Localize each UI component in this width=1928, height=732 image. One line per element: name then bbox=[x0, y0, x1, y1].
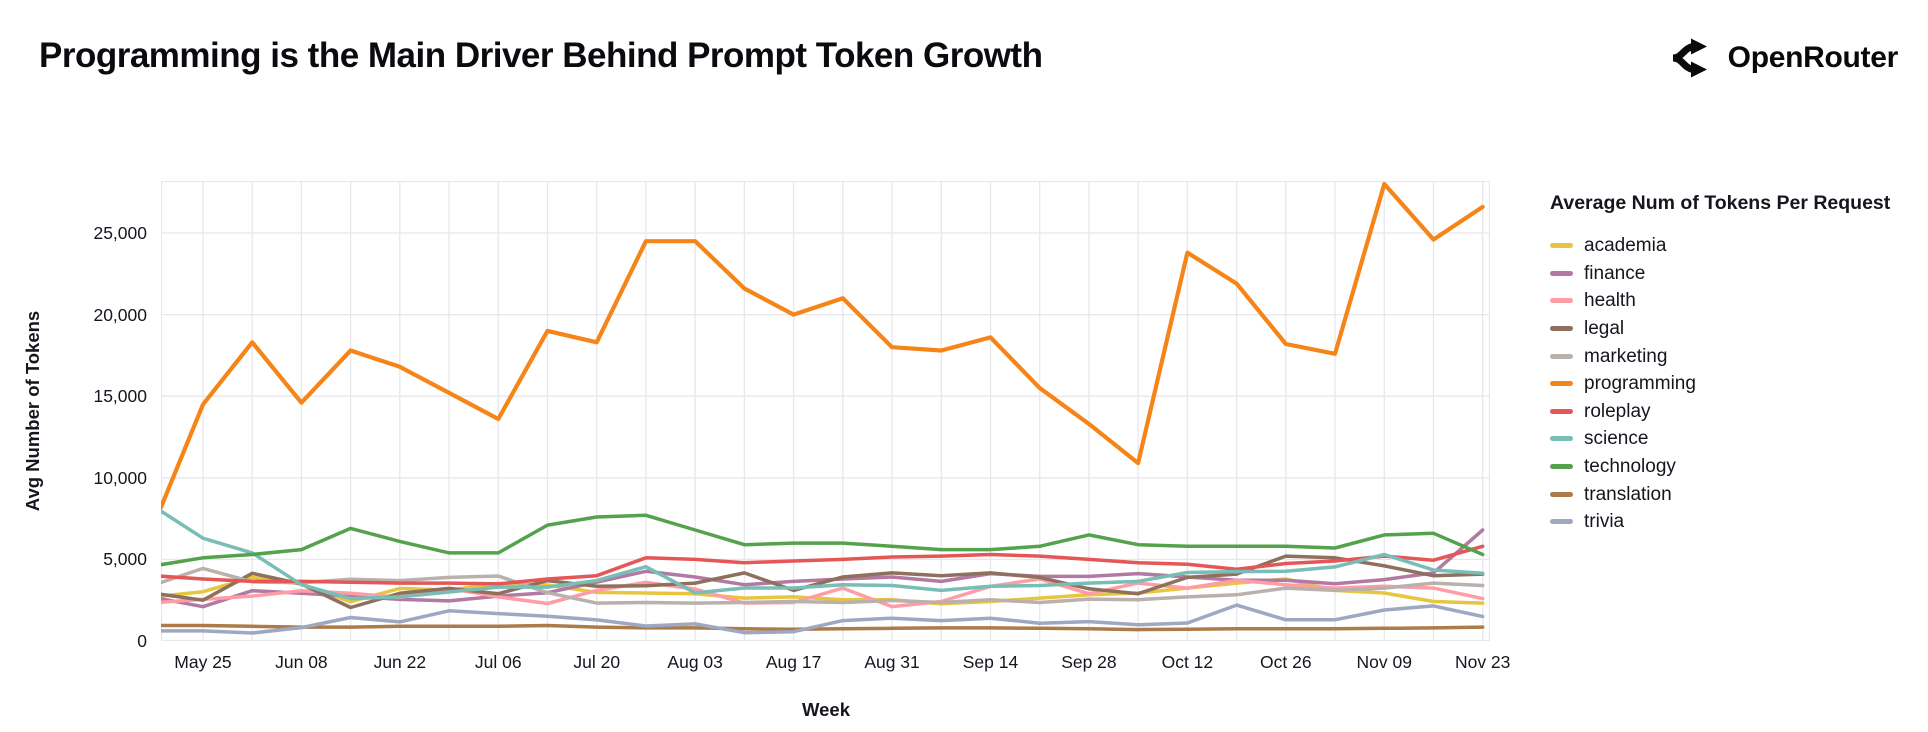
legend-item-programming: programming bbox=[1550, 370, 1920, 398]
x-axis-tick-label: Oct 26 bbox=[1260, 652, 1312, 672]
legend-swatch-icon bbox=[1550, 408, 1573, 414]
plot-canvas bbox=[161, 181, 1490, 641]
legend-swatch-icon bbox=[1550, 353, 1573, 359]
x-axis-tick-label: Jun 08 bbox=[275, 652, 328, 672]
legend-item-translation: translation bbox=[1550, 480, 1920, 508]
legend-label: roleplay bbox=[1584, 400, 1651, 422]
brand-logo: OpenRouter bbox=[1669, 33, 1898, 83]
x-axis-tick-label: Nov 23 bbox=[1454, 652, 1511, 672]
series-line-marketing bbox=[161, 566, 1485, 605]
y-axis-tick-label: 5,000 bbox=[103, 549, 147, 570]
series-line-programming bbox=[161, 181, 1485, 513]
x-axis-tick-label: Jun 22 bbox=[373, 652, 427, 672]
legend-swatch-icon bbox=[1550, 519, 1573, 525]
page-title: Programming is the Main Driver Behind Pr… bbox=[39, 36, 1043, 75]
x-axis-tick-label: Aug 17 bbox=[765, 652, 822, 672]
legend-swatch-icon bbox=[1550, 464, 1573, 470]
legend-item-marketing: marketing bbox=[1550, 342, 1920, 370]
x-axis-tick-label: May 25 bbox=[174, 652, 232, 672]
x-axis-tick-label: Jul 20 bbox=[573, 652, 621, 672]
series-line-roleplay bbox=[161, 544, 1485, 586]
legend-item-science: science bbox=[1550, 425, 1920, 453]
openrouter-logo-icon bbox=[1669, 35, 1715, 81]
series-line-technology bbox=[161, 513, 1485, 567]
legend-swatch-icon bbox=[1550, 243, 1573, 249]
legend-label: health bbox=[1584, 290, 1636, 312]
legend-swatch-icon bbox=[1550, 381, 1573, 387]
legend-item-health: health bbox=[1550, 287, 1920, 315]
y-axis-tick-label: 10,000 bbox=[93, 467, 147, 488]
series-line-health bbox=[161, 577, 1485, 609]
legend-item-academia: academia bbox=[1550, 232, 1920, 260]
brand-name: OpenRouter bbox=[1727, 41, 1899, 74]
chart-legend: Average Num of Tokens Per Request academ… bbox=[1550, 192, 1920, 536]
x-axis-tick-label: Aug 03 bbox=[667, 652, 723, 672]
legend-label: trivia bbox=[1584, 511, 1625, 533]
legend-item-trivia: trivia bbox=[1550, 508, 1920, 536]
x-axis-tick-label: Sep 14 bbox=[962, 652, 1019, 672]
series-line-science bbox=[161, 509, 1485, 601]
legend-items: academia finance health legal marketing progr… bbox=[1550, 232, 1920, 536]
y-axis-tick-label: 0 bbox=[137, 631, 147, 651]
legend-item-legal: legal bbox=[1550, 315, 1920, 343]
y-axis-title: Avg Number of Tokens bbox=[22, 310, 43, 512]
legend-swatch-icon bbox=[1550, 270, 1573, 276]
legend-label: programming bbox=[1584, 373, 1696, 395]
legend-swatch-icon bbox=[1550, 491, 1573, 497]
legend-title: Average Num of Tokens Per Request bbox=[1550, 192, 1891, 214]
legend-item-technology: technology bbox=[1550, 453, 1920, 481]
legend-label: science bbox=[1584, 428, 1649, 450]
legend-label: translation bbox=[1584, 483, 1672, 505]
x-axis-tick-label: Jul 06 bbox=[474, 652, 522, 672]
x-axis-tick-label: Nov 09 bbox=[1356, 652, 1412, 672]
series-line-translation bbox=[161, 623, 1485, 632]
series-line-trivia bbox=[161, 603, 1485, 635]
legend-swatch-icon bbox=[1550, 326, 1573, 332]
y-axis-tick-label: 25,000 bbox=[93, 223, 147, 243]
y-axis-tick-label: 20,000 bbox=[93, 304, 147, 325]
x-axis-tick-label: Sep 28 bbox=[1061, 652, 1117, 672]
x-axis-tick-label: Aug 31 bbox=[864, 652, 920, 672]
x-axis-title: Week bbox=[802, 699, 850, 720]
legend-swatch-icon bbox=[1550, 298, 1573, 304]
legend-label: marketing bbox=[1584, 345, 1668, 367]
legend-item-finance: finance bbox=[1550, 260, 1920, 288]
x-axis-tick-label: Oct 12 bbox=[1161, 652, 1214, 672]
legend-swatch-icon bbox=[1550, 436, 1573, 442]
legend-label: academia bbox=[1584, 235, 1667, 257]
legend-item-roleplay: roleplay bbox=[1550, 398, 1920, 426]
legend-label: legal bbox=[1584, 318, 1625, 340]
y-axis-tick-label: 15,000 bbox=[93, 386, 147, 407]
legend-label: finance bbox=[1584, 262, 1646, 284]
legend-label: technology bbox=[1584, 456, 1676, 478]
